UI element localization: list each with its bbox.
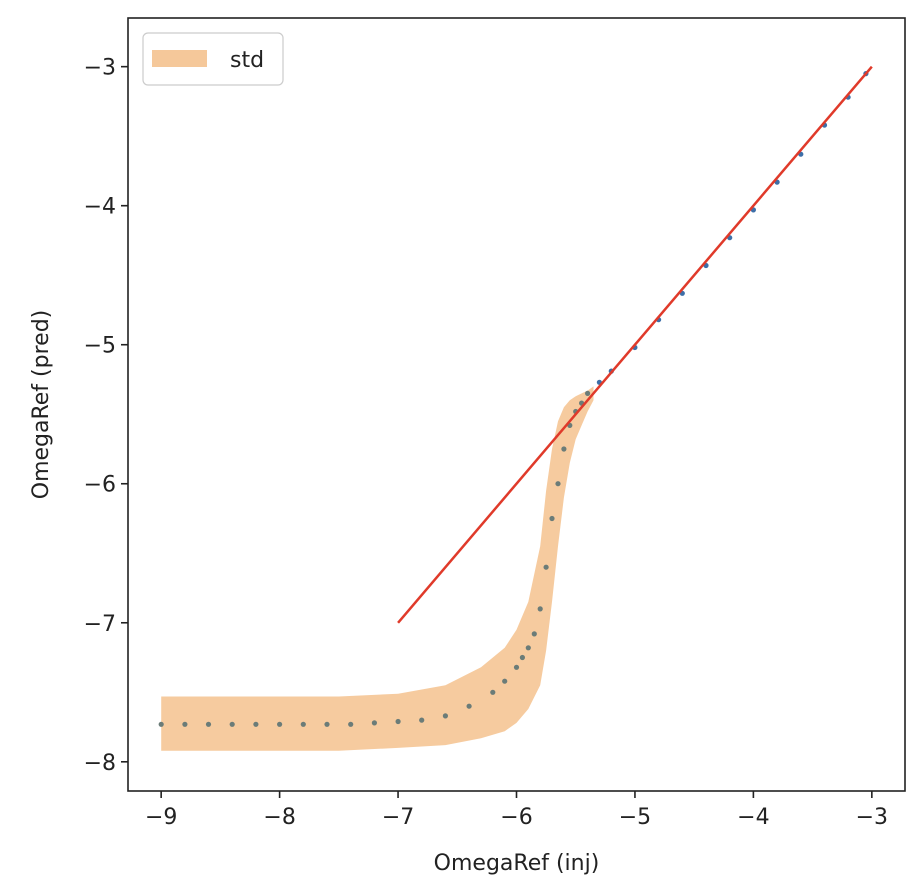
x-tick-label: −8 (263, 805, 295, 830)
x-axis-ticks: −9 −8 −7 −6 −5 −4 −3 (145, 791, 888, 830)
scatter-point (549, 515, 555, 522)
reference-line (397, 65, 873, 624)
x-tick-label: −5 (619, 805, 651, 830)
scatter-point (466, 703, 472, 709)
scatter-point (395, 718, 401, 725)
scatter-point (182, 721, 188, 727)
x-tick-label: −3 (856, 805, 888, 830)
scatter-point (419, 717, 425, 723)
x-tick-label: −4 (737, 805, 769, 830)
scatter-point (229, 721, 235, 727)
x-axis-label: OmegaRef (inj) (434, 851, 600, 876)
scatter-point (442, 713, 448, 719)
x-tick-label: −6 (500, 805, 532, 830)
scatter-point (543, 564, 549, 570)
legend: std (142, 32, 284, 86)
legend-swatch-std (152, 50, 207, 67)
y-tick-label: −7 (84, 612, 116, 637)
scatter-point (371, 720, 377, 726)
scatter-point (585, 390, 591, 396)
scatter-point (513, 664, 520, 670)
scatter-point (531, 631, 537, 637)
scatter-point (525, 645, 531, 651)
scatter-point (253, 721, 259, 727)
scatter-point (205, 721, 212, 727)
scatter-point (561, 446, 567, 452)
scatter-point (490, 689, 496, 695)
legend-label-std: std (230, 48, 264, 73)
y-tick-label: −6 (84, 473, 116, 498)
legend-box (142, 32, 284, 86)
scatter-point (300, 721, 306, 727)
scatter-point (555, 481, 561, 487)
scatter-point (277, 721, 283, 727)
y-tick-label: −8 (84, 751, 116, 776)
scatter-point (502, 678, 508, 684)
y-tick-label: −5 (84, 334, 116, 359)
y-axis-label: OmegaRef (pred) (29, 310, 54, 500)
y-axis-ticks: −8 −7 −6 −5 −4 −3 (84, 56, 128, 776)
x-tick-label: −7 (382, 805, 414, 830)
scatter-point (519, 654, 526, 661)
x-tick-label: −9 (145, 805, 177, 830)
y-tick-label: −4 (84, 195, 116, 220)
scatter-points (158, 71, 869, 727)
scatter-point (348, 721, 354, 727)
scatter-point (158, 721, 164, 727)
scatter-point (537, 606, 543, 612)
scatter-point (324, 721, 330, 727)
y-tick-label: −3 (84, 56, 116, 81)
std-band (161, 386, 594, 751)
